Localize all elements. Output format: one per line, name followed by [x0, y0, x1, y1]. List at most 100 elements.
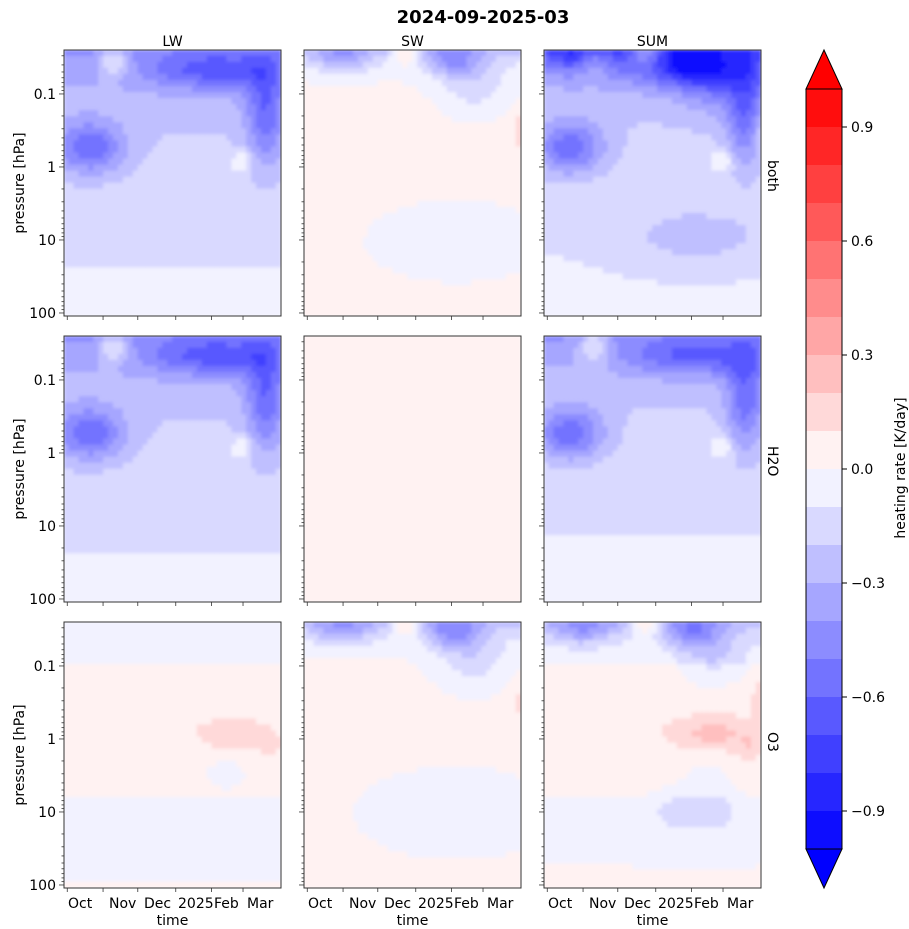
y-ticks: [299, 55, 304, 314]
panel-field: [64, 50, 281, 316]
panel-frame: [543, 335, 762, 603]
colorbar-band: [806, 773, 842, 812]
panel-field: [304, 622, 521, 888]
y-ticks: [539, 627, 544, 886]
x-tick-label: Oct: [308, 896, 333, 912]
y-tick-label: 10: [38, 805, 56, 821]
y-axis-label: pressure [hPa]: [12, 418, 28, 519]
y-tick-label: 100: [29, 592, 56, 608]
y-tick-label: 0.1: [34, 373, 56, 389]
panel-field: [544, 336, 761, 602]
colorbar-band: [806, 469, 842, 508]
y-ticks: [59, 627, 64, 886]
row-label: both: [764, 160, 780, 192]
colorbar-tick-label: −0.9: [851, 804, 885, 820]
colorbar-band: [806, 659, 842, 698]
y-axis-label: pressure [hPa]: [12, 132, 28, 233]
panel-o3-sw: Oct Nov Dec 2025 Feb Mar time: [299, 621, 522, 929]
colorbar-band: [806, 355, 842, 394]
x-tick-label: Dec: [624, 896, 651, 912]
y-ticks: [539, 341, 544, 600]
colorbar-band: [806, 507, 842, 546]
colorbar-band: [806, 89, 842, 128]
colorbar-extend-min: [805, 848, 843, 890]
x-tick-label: 2025: [658, 896, 694, 912]
panel-frame: [543, 49, 762, 317]
colorbar-extend-max: [805, 48, 843, 90]
x-tick-label: Dec: [384, 896, 411, 912]
panel-field: [304, 336, 521, 602]
y-tick-label: 10: [38, 233, 56, 249]
figure-title: 2024-09-2025-03: [397, 7, 570, 28]
x-tick-label: Oct: [68, 896, 93, 912]
panel-frame: [63, 335, 282, 603]
x-tick-label: Mar: [487, 896, 514, 912]
colorbar: 0.9 0.6 0.3 0.0 −0.3 −0.6 −0.9 heating rate [K/…: [805, 48, 909, 890]
x-tick-label: Nov: [109, 896, 136, 912]
y-tick-label: 0.1: [34, 659, 56, 675]
colorbar-band: [806, 165, 842, 204]
y-tick-label: 100: [29, 878, 56, 894]
colorbar-label: heating rate [K/day]: [893, 397, 909, 538]
y-tick-label: 1: [47, 160, 56, 176]
y-ticks: [299, 341, 304, 600]
colorbar-tick-label: −0.6: [851, 690, 885, 706]
panel-h2o-sum: H2O: [539, 335, 780, 606]
colorbar-band: [806, 545, 842, 584]
panel-field: [304, 50, 521, 316]
x-axis-label: time: [637, 913, 669, 929]
y-tick-label: 100: [29, 306, 56, 322]
column-title: LW: [162, 34, 183, 50]
x-tick-label: 2025: [418, 896, 454, 912]
x-tick-label: Mar: [727, 896, 754, 912]
colorbar-band: [806, 317, 842, 356]
colorbar-band: [806, 241, 842, 280]
colorbar-band: [806, 735, 842, 774]
panel-frame: [63, 621, 282, 889]
y-ticks: [59, 341, 64, 600]
panel-o3-sum: Oct Nov Dec 2025 Feb Mar time O3: [539, 621, 780, 929]
panel-field: [64, 336, 281, 602]
colorbar-band: [806, 621, 842, 660]
colorbar-band: [806, 811, 842, 850]
panel-both-lw: 0.1 1 10 100 pressure [hPa] LW: [12, 34, 282, 322]
y-ticks: [59, 55, 64, 314]
column-title: SW: [401, 34, 424, 50]
panel-field: [64, 622, 281, 888]
panel-field: [544, 622, 761, 888]
colorbar-band: [806, 431, 842, 470]
column-title: SUM: [637, 34, 668, 50]
colorbar-band: [806, 583, 842, 622]
panel-o3-lw: 0.1 1 10 100 pressure [hPa] Oct Nov Dec 2025 Feb M…: [12, 621, 282, 929]
x-tick-label: Feb: [694, 896, 719, 912]
y-ticks: [299, 627, 304, 886]
x-tick-label: Mar: [247, 896, 274, 912]
x-tick-label: Oct: [548, 896, 573, 912]
y-ticks: [539, 55, 544, 314]
panel-field: [544, 50, 761, 316]
row-label: O3: [764, 732, 780, 752]
colorbar-band: [806, 393, 842, 432]
y-tick-label: 0.1: [34, 87, 56, 103]
y-tick-label: 10: [38, 519, 56, 535]
colorbar-band: [806, 279, 842, 318]
panel-h2o-sw: [299, 335, 522, 606]
y-tick-label: 1: [47, 446, 56, 462]
x-axis-label: time: [157, 913, 189, 929]
panel-both-sum: SUM both: [539, 34, 780, 320]
y-tick-label: 1: [47, 732, 56, 748]
colorbar-tick-label: 0.6: [851, 234, 873, 250]
panel-frame: [63, 49, 282, 317]
x-tick-label: Nov: [349, 896, 376, 912]
x-tick-label: Nov: [589, 896, 616, 912]
colorbar-tick-label: 0.9: [851, 120, 873, 136]
colorbar-tick-label: 0.3: [851, 348, 873, 364]
colorbar-band: [806, 127, 842, 166]
x-tick-label: 2025: [178, 896, 214, 912]
x-axis-label: time: [397, 913, 429, 929]
panel-frame: [303, 335, 522, 603]
x-tick-label: Feb: [454, 896, 479, 912]
panel-frame: [543, 621, 762, 889]
colorbar-tick-label: −0.3: [851, 576, 885, 592]
row-label: H2O: [764, 446, 780, 476]
